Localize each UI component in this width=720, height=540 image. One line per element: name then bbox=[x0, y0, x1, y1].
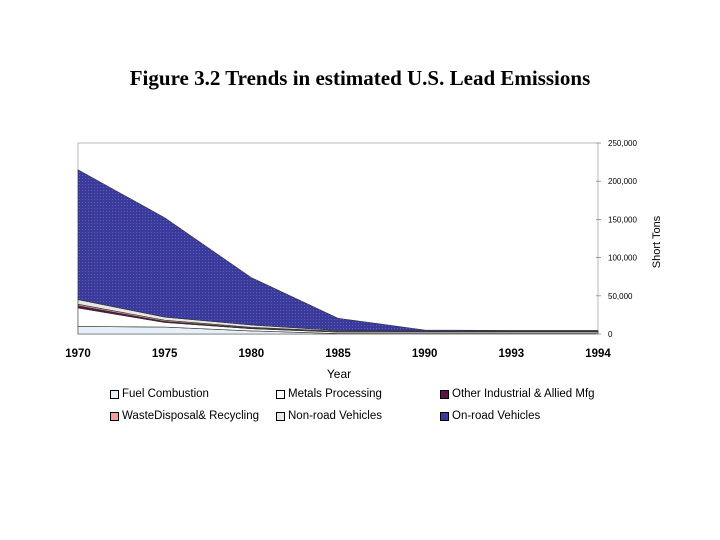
legend-item: WasteDisposal& Recycling bbox=[110, 410, 259, 422]
legend-label: Other Industrial & Allied Mfg bbox=[452, 388, 595, 400]
legend-swatch bbox=[440, 389, 449, 399]
legend-swatch bbox=[276, 411, 285, 421]
x-tick-label: 1994 bbox=[585, 348, 611, 360]
legend-item: Other Industrial & Allied Mfg bbox=[440, 388, 595, 400]
legend-label: On-road Vehicles bbox=[452, 410, 541, 422]
legend-swatch bbox=[110, 389, 119, 399]
legend-swatch bbox=[110, 411, 119, 421]
x-tick-label: 1985 bbox=[325, 348, 351, 360]
legend-item: Metals Processing bbox=[276, 388, 382, 400]
x-axis-label: Year bbox=[327, 367, 351, 381]
legend-label: Non-road Vehicles bbox=[288, 410, 382, 422]
x-tick-label: 1975 bbox=[152, 348, 178, 360]
x-tick-label: 1980 bbox=[239, 348, 265, 360]
legend-item: On-road Vehicles bbox=[440, 410, 540, 422]
legend-label: WasteDisposal& Recycling bbox=[122, 410, 259, 422]
y-tick-label: 250,000 bbox=[608, 139, 637, 148]
y-tick-label: 0 bbox=[608, 330, 613, 339]
legend-item: Fuel Combustion bbox=[110, 388, 209, 400]
legend-swatch bbox=[440, 411, 449, 421]
area-on-road-vehicles-texture bbox=[78, 169, 598, 332]
legend-item: Non-road Vehicles bbox=[276, 410, 382, 422]
y-tick-label: 50,000 bbox=[608, 292, 633, 301]
y-axis-label: Short Tons bbox=[651, 215, 663, 268]
chart-title: Figure 3.2 Trends in estimated U.S. Lead… bbox=[129, 66, 591, 90]
y-tick-label: 100,000 bbox=[608, 254, 637, 263]
y-tick-label: 200,000 bbox=[608, 177, 637, 186]
x-tick-label: 1990 bbox=[412, 348, 438, 360]
legend-label: Fuel Combustion bbox=[122, 388, 209, 400]
legend-swatch bbox=[276, 389, 285, 399]
legend-label: Metals Processing bbox=[288, 388, 382, 400]
x-tick-label: 1970 bbox=[65, 348, 91, 360]
x-tick-label: 1993 bbox=[499, 348, 525, 360]
y-tick-label: 150,000 bbox=[608, 215, 637, 224]
